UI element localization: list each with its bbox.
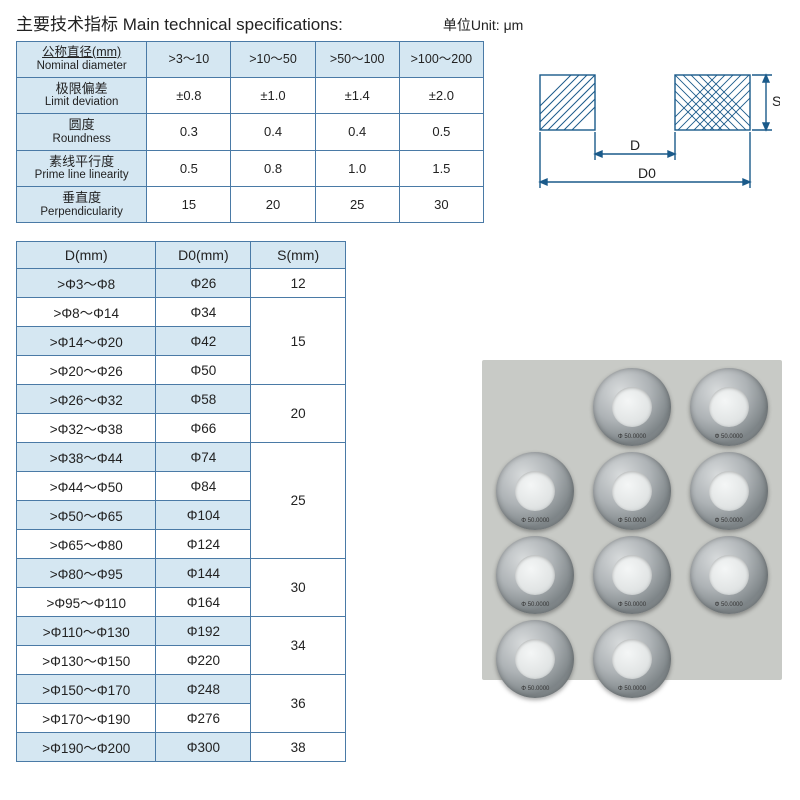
ring-gauge: Φ 50.0000 <box>587 536 678 614</box>
spec-cell: 30 <box>399 186 483 222</box>
ring-gauge: Φ 50.0000 <box>587 452 678 530</box>
dim-cell-d0: Φ124 <box>156 530 251 559</box>
page-title: 主要技术指标 Main technical specifications: <box>16 10 343 35</box>
spec-cell: ±1.4 <box>315 77 399 113</box>
cross-section-diagram: S D D0 <box>520 60 780 210</box>
ring-gauge: Φ 50.0000 <box>587 620 678 698</box>
spec-h2: >10～50 <box>231 42 315 78</box>
dim-cell-d0: Φ164 <box>156 588 251 617</box>
dim-cell-s: 25 <box>251 443 346 559</box>
dim-cell-d: >Φ26～Φ32 <box>17 385 156 414</box>
spec-h1: >3～10 <box>147 42 231 78</box>
dim-cell-d: >Φ50～Φ65 <box>17 501 156 530</box>
spec-cell: 0.4 <box>315 114 399 150</box>
dim-h-s: S(mm) <box>251 242 346 269</box>
dim-cell-s: 30 <box>251 559 346 617</box>
spec-cell: 0.4 <box>231 114 315 150</box>
spec-cell: 25 <box>315 186 399 222</box>
spec-cell: ±1.0 <box>231 77 315 113</box>
dim-cell-d0: Φ58 <box>156 385 251 414</box>
dim-cell-d0: Φ50 <box>156 356 251 385</box>
ring-gauge: Φ 50.0000 <box>683 536 774 614</box>
dim-cell-s: 20 <box>251 385 346 443</box>
ring-gauge: Φ 50.0000 <box>587 368 678 446</box>
dim-cell-s: 34 <box>251 617 346 675</box>
dim-cell-d: >Φ110～Φ130 <box>17 617 156 646</box>
spec-cell: ±2.0 <box>399 77 483 113</box>
spec-row-label: 极限偏差Limit deviation <box>17 77 147 113</box>
spec-row-label: 垂直度Perpendicularity <box>17 186 147 222</box>
spec-cell: 0.8 <box>231 150 315 186</box>
diagram-label-d: D <box>630 137 640 153</box>
dim-cell-d0: Φ220 <box>156 646 251 675</box>
diagram-label-d0: D0 <box>638 165 656 181</box>
dim-cell-d: >Φ8～Φ14 <box>17 298 156 327</box>
spec-row-label: 素线平行度Prime line linearity <box>17 150 147 186</box>
dim-cell-d: >Φ95～Φ110 <box>17 588 156 617</box>
spec-cell: 20 <box>231 186 315 222</box>
ring-gauge: Φ 50.0000 <box>490 452 581 530</box>
dim-cell-d0: Φ192 <box>156 617 251 646</box>
dim-cell-d0: Φ84 <box>156 472 251 501</box>
ring-gauge: Φ 50.0000 <box>490 536 581 614</box>
spec-cell: 15 <box>147 186 231 222</box>
dimension-table: D(mm) D0(mm) S(mm) >Φ3～Φ8Φ2612 >Φ8～Φ14Φ34… <box>16 241 346 762</box>
dim-cell-s: 36 <box>251 675 346 733</box>
unit-label: 单位Unit: μm <box>443 15 523 35</box>
dim-cell-d: >Φ20～Φ26 <box>17 356 156 385</box>
dim-cell-d0: Φ26 <box>156 269 251 298</box>
product-photo: Φ 50.0000Φ 50.0000Φ 50.0000Φ 50.0000Φ 50… <box>482 360 782 680</box>
dim-cell-s: 38 <box>251 733 346 762</box>
dim-cell-d0: Φ42 <box>156 327 251 356</box>
spec-cell: 0.3 <box>147 114 231 150</box>
dim-cell-d: >Φ14～Φ20 <box>17 327 156 356</box>
dim-cell-d0: Φ66 <box>156 414 251 443</box>
spec-cell: 1.5 <box>399 150 483 186</box>
dim-cell-d: >Φ150～Φ170 <box>17 675 156 704</box>
spec-cell: 1.0 <box>315 150 399 186</box>
dim-cell-d: >Φ170～Φ190 <box>17 704 156 733</box>
spec-h4: >100～200 <box>399 42 483 78</box>
diagram-label-s: S <box>772 93 780 109</box>
dim-cell-d: >Φ32～Φ38 <box>17 414 156 443</box>
dim-h-d: D(mm) <box>17 242 156 269</box>
dim-cell-d: >Φ44～Φ50 <box>17 472 156 501</box>
ring-gauge: Φ 50.0000 <box>683 452 774 530</box>
dim-cell-d: >Φ190～Φ200 <box>17 733 156 762</box>
dim-cell-s: 15 <box>251 298 346 385</box>
spec-row-label: 圆度Roundness <box>17 114 147 150</box>
spec-cell: ±0.8 <box>147 77 231 113</box>
dim-cell-d0: Φ248 <box>156 675 251 704</box>
dim-cell-s: 12 <box>251 269 346 298</box>
dim-cell-d: >Φ3～Φ8 <box>17 269 156 298</box>
dim-cell-d0: Φ144 <box>156 559 251 588</box>
dim-cell-d0: Φ276 <box>156 704 251 733</box>
spec-cell: 0.5 <box>147 150 231 186</box>
ring-gauge: Φ 50.0000 <box>490 620 581 698</box>
ring-gauge: Φ 50.0000 <box>683 368 774 446</box>
spec-table: 公称直径(mm)Nominal diameter >3～10 >10～50 >5… <box>16 41 484 223</box>
dim-cell-d: >Φ80～Φ95 <box>17 559 156 588</box>
dim-cell-d0: Φ34 <box>156 298 251 327</box>
dim-cell-d0: Φ104 <box>156 501 251 530</box>
dim-cell-d0: Φ300 <box>156 733 251 762</box>
dim-cell-d: >Φ130～Φ150 <box>17 646 156 675</box>
dim-h-d0: D0(mm) <box>156 242 251 269</box>
dim-cell-d0: Φ74 <box>156 443 251 472</box>
spec-cell: 0.5 <box>399 114 483 150</box>
spec-h3: >50～100 <box>315 42 399 78</box>
dim-cell-d: >Φ65～Φ80 <box>17 530 156 559</box>
dim-cell-d: >Φ38～Φ44 <box>17 443 156 472</box>
